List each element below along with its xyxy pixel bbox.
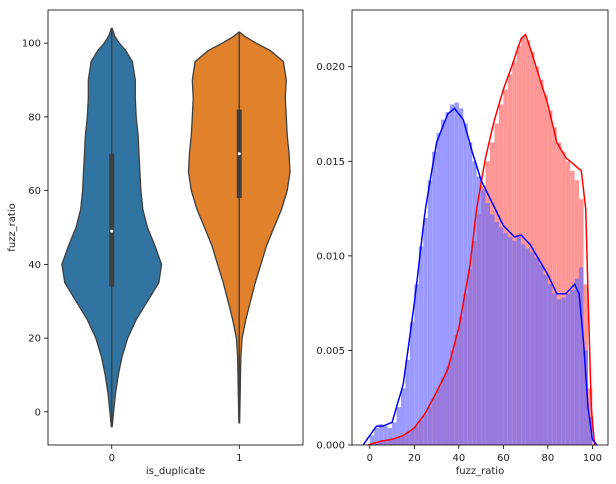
histogram-bar: [570, 289, 575, 445]
histogram-bar: [552, 127, 557, 446]
violin-y-tick-label: 40: [28, 260, 41, 271]
distribution-plot: 0.000 0.005 0.010 0.015 0.020 0 20 40 60 80 100 fu…: [316, 9, 609, 477]
histogram-bar: [418, 246, 424, 445]
violin-plot-ticks: 0 20 40 60 80 100 0 1: [22, 39, 243, 464]
violin-y-tick-label: 100: [22, 39, 41, 50]
histogram-bar: [525, 248, 531, 445]
histogram-bar: [561, 297, 566, 445]
histogram-bar: [530, 252, 535, 445]
histogram-bar: [472, 161, 477, 445]
histogram-bar: [538, 265, 544, 445]
distribution-x-tick-label: 0: [367, 453, 373, 464]
histogram-bar: [423, 218, 428, 445]
distribution-y-tick-label: 0.020: [316, 62, 345, 73]
histogram-bar: [552, 293, 557, 445]
histogram-bar: [587, 416, 593, 445]
histogram-bar: [556, 299, 562, 445]
histogram-bar: [400, 388, 406, 445]
histogram-bar: [387, 427, 393, 445]
histogram-bar: [476, 176, 482, 445]
histogram-bar: [485, 202, 491, 445]
histogram-bar: [467, 142, 473, 446]
histogram-bar: [445, 112, 450, 445]
histogram-bar: [374, 427, 379, 445]
violin-x-tick-label: 0: [109, 453, 115, 464]
histogram-bar: [463, 123, 468, 445]
violin-plot-area: [61, 27, 291, 428]
distribution-y-tick-label: 0.010: [316, 251, 345, 262]
histogram-bar: [427, 180, 433, 445]
distribution-x-tick-label: 100: [583, 453, 602, 464]
distribution-plot-ticks: 0.000 0.005 0.010 0.015 0.020 0 20 40 60 80 100: [316, 62, 602, 464]
histogram-bar: [481, 189, 486, 445]
histogram-bar: [441, 119, 446, 446]
violin-y-tick-label: 60: [28, 186, 41, 197]
histogram-bar: [547, 110, 553, 445]
histogram-bar: [534, 257, 539, 445]
histogram-bar: [579, 267, 584, 445]
histogram-bar: [512, 240, 517, 445]
distribution-plot-frame: [351, 9, 609, 446]
distribution-y-tick-label: 0.000: [316, 441, 345, 452]
histogram-bar: [521, 244, 526, 445]
histogram-bar: [414, 284, 419, 445]
violin-y-tick-label: 0: [35, 407, 41, 418]
violin-median-0: [110, 229, 114, 233]
histogram-bar: [432, 151, 437, 445]
histogram-bar: [369, 435, 375, 445]
histogram-bar: [565, 293, 571, 445]
violin-median-1: [237, 152, 241, 156]
distribution-x-tick-label: 20: [408, 453, 421, 464]
kde-line-1: [362, 107, 598, 446]
histogram-bar: [392, 422, 397, 445]
histogram-bar: [498, 227, 504, 445]
distribution-y-tick-label: 0.005: [316, 346, 345, 357]
histogram-bar: [494, 221, 499, 445]
histogram-bar: [516, 236, 522, 445]
violin-plot-frame: [47, 9, 304, 446]
histogram-bar: [458, 108, 464, 445]
distribution-x-tick-label: 40: [452, 453, 465, 464]
histogram-bar: [490, 214, 495, 445]
violin-plot: 0 20 40 60 80 100 0 1 is_duplicate fuzz_ratio: [7, 9, 304, 477]
histogram-bar: [507, 236, 513, 445]
distribution-y-tick-label: 0.015: [316, 157, 345, 168]
violin-x-tick-label: 1: [236, 453, 242, 464]
histogram-bar: [409, 322, 415, 445]
violin-y-axis-label: fuzz_ratio: [7, 203, 18, 251]
violin-x-axis-label: is_duplicate: [146, 466, 205, 477]
distribution-x-tick-label: 80: [542, 453, 555, 464]
distribution-plot-area: [362, 33, 598, 446]
distribution-x-axis-label: fuzz_ratio: [456, 466, 504, 477]
histogram-bar: [574, 278, 580, 445]
violin-y-tick-label: 20: [28, 334, 41, 345]
violin-y-tick-label: 80: [28, 112, 41, 123]
histogram-bar: [378, 424, 384, 445]
histogram-bar: [405, 359, 410, 445]
distribution-x-tick-label: 60: [497, 453, 510, 464]
violin-iqr-box-0: [109, 153, 115, 287]
histogram-series-1: [369, 102, 593, 446]
kde-line-0: [367, 33, 596, 446]
histogram-bar: [383, 426, 388, 445]
histogram-bar: [547, 284, 553, 445]
histogram-bar: [543, 274, 548, 445]
histogram-bar: [503, 233, 508, 445]
histogram-bar: [396, 407, 401, 445]
histogram-bar: [449, 104, 455, 445]
histogram-bar: [454, 102, 459, 445]
histogram-bar: [436, 132, 442, 445]
histogram-bar: [583, 350, 588, 445]
histogram-bar: [521, 36, 526, 445]
